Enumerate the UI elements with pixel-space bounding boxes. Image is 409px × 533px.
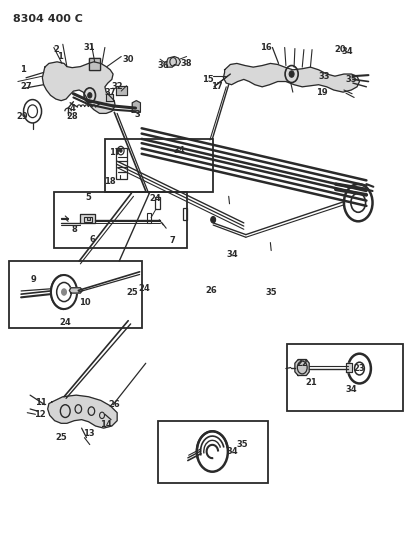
Polygon shape (80, 214, 95, 223)
Text: 18: 18 (104, 177, 116, 186)
Text: 16: 16 (260, 43, 272, 52)
Bar (86, 216, 90, 220)
Text: 32: 32 (111, 82, 123, 91)
Bar (286, 344, 402, 411)
Text: 24: 24 (149, 194, 161, 203)
Text: 8304 400 C: 8304 400 C (13, 14, 83, 24)
Circle shape (119, 149, 122, 152)
Text: 8: 8 (71, 225, 77, 234)
Text: 33: 33 (318, 71, 329, 80)
Text: 2: 2 (53, 45, 58, 54)
Polygon shape (42, 62, 115, 114)
Text: 34: 34 (227, 251, 238, 260)
Text: 28: 28 (66, 112, 78, 121)
Text: 6: 6 (90, 236, 95, 245)
Circle shape (61, 289, 66, 295)
Bar (9, 261, 142, 328)
Text: 27: 27 (20, 82, 32, 91)
Text: 35: 35 (345, 75, 356, 84)
Text: 34: 34 (345, 385, 356, 394)
Text: 10: 10 (79, 298, 90, 307)
Text: 11: 11 (35, 398, 47, 407)
Bar (182, 208, 187, 220)
Text: 36: 36 (157, 61, 169, 70)
Text: 35: 35 (265, 287, 276, 296)
Bar (84, 216, 92, 222)
Text: 22: 22 (296, 359, 308, 368)
Text: 38: 38 (180, 59, 192, 68)
Text: 9: 9 (30, 275, 36, 284)
Circle shape (288, 71, 293, 77)
Polygon shape (47, 395, 117, 428)
Bar (155, 197, 160, 209)
Text: 34: 34 (227, 447, 238, 456)
Bar (116, 148, 127, 179)
Polygon shape (294, 360, 308, 375)
Polygon shape (106, 94, 112, 101)
Polygon shape (345, 364, 351, 372)
Bar (54, 192, 186, 248)
Text: 20: 20 (333, 45, 345, 54)
Text: 1: 1 (57, 52, 63, 61)
Text: 4: 4 (69, 103, 75, 112)
Polygon shape (116, 86, 126, 95)
Bar (146, 213, 151, 223)
Text: 31: 31 (84, 43, 95, 52)
Text: 26: 26 (108, 400, 120, 409)
Circle shape (88, 93, 92, 98)
Bar (157, 421, 267, 483)
Text: 7: 7 (169, 237, 175, 246)
Text: 25: 25 (55, 433, 67, 442)
Text: 30: 30 (122, 55, 134, 63)
Text: 14: 14 (100, 421, 112, 430)
Text: 25: 25 (126, 287, 138, 296)
Text: 21: 21 (305, 378, 316, 387)
Text: 17: 17 (109, 148, 121, 157)
Bar (88, 58, 100, 70)
Text: 3: 3 (135, 110, 140, 119)
Circle shape (210, 216, 215, 223)
Polygon shape (223, 63, 359, 92)
Text: 12: 12 (34, 410, 45, 419)
Text: 5: 5 (85, 193, 91, 202)
Text: 19: 19 (315, 87, 326, 96)
Text: 1: 1 (20, 66, 26, 74)
Polygon shape (69, 288, 82, 293)
Text: 13: 13 (83, 430, 94, 439)
Text: 35: 35 (236, 440, 248, 449)
Polygon shape (166, 56, 180, 67)
Text: 34: 34 (173, 146, 185, 155)
Text: 24: 24 (59, 318, 71, 327)
Bar (88, 58, 100, 70)
Text: 29: 29 (16, 112, 28, 121)
Text: 15: 15 (202, 75, 213, 84)
Polygon shape (88, 58, 100, 70)
Text: 37: 37 (104, 87, 116, 96)
Polygon shape (132, 101, 140, 112)
Text: 34: 34 (341, 47, 352, 55)
Text: 23: 23 (353, 364, 364, 373)
Text: 26: 26 (205, 286, 216, 295)
Text: 24: 24 (138, 284, 150, 293)
Bar (105, 139, 213, 192)
Text: 17: 17 (211, 82, 222, 91)
